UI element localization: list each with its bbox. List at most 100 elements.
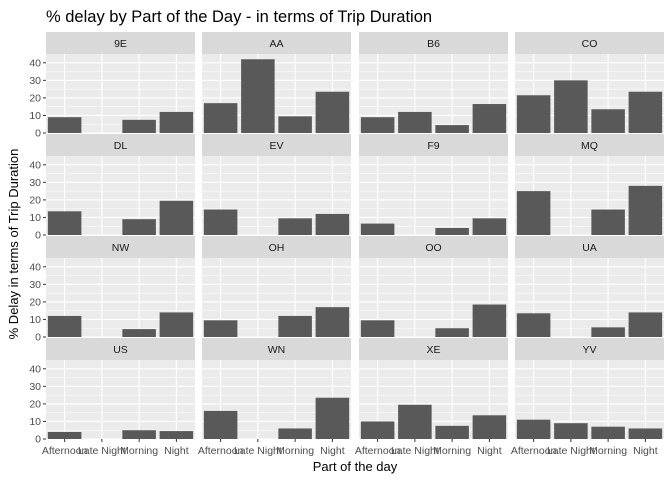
y-tick-label: 30 xyxy=(29,381,41,393)
bar-oo-afternoon xyxy=(360,320,395,337)
facet-panel-f9: F9 xyxy=(359,134,508,236)
bar-co-afternoon xyxy=(516,95,551,133)
bar-f9-afternoon xyxy=(360,223,395,235)
bar-mq-night xyxy=(628,185,663,235)
bar-oo-night xyxy=(472,304,507,337)
facet-panel-aa: AA xyxy=(202,32,351,134)
y-tick-label: 30 xyxy=(29,177,41,189)
bar-aa-late-night xyxy=(241,59,275,134)
facet-label: EV xyxy=(269,140,283,152)
facet-strip xyxy=(202,134,351,156)
bar-b6-late-night xyxy=(398,111,432,133)
y-tick-label: 0 xyxy=(35,128,41,140)
x-tick-label: Night xyxy=(477,445,502,457)
x-tick-label: Late Night xyxy=(391,445,439,457)
bar-us-afternoon xyxy=(47,431,82,439)
bar-wn-afternoon xyxy=(203,410,238,439)
facet-label: F9 xyxy=(427,140,439,152)
y-tick-label: 0 xyxy=(35,332,41,344)
bar-oh-morning xyxy=(278,315,312,337)
facet-strip xyxy=(359,338,508,360)
bar-ev-afternoon xyxy=(203,209,238,235)
bar-aa-night xyxy=(315,91,350,133)
facet-label: UA xyxy=(582,242,597,254)
facet-panel-ev: EV xyxy=(202,134,351,236)
facet-label: WN xyxy=(268,344,286,356)
facet-label: US xyxy=(113,344,128,356)
facet-label: B6 xyxy=(427,38,440,50)
facet-strip xyxy=(515,32,664,54)
facet-panel-co: CO xyxy=(515,32,664,134)
bar-yv-night xyxy=(628,428,663,439)
bar-co-morning xyxy=(591,109,625,133)
bar-oo-morning xyxy=(435,328,469,337)
x-tick-label: Night xyxy=(633,445,658,457)
facet-label: YV xyxy=(582,344,596,356)
y-tick-label: 30 xyxy=(29,279,41,291)
bar-ua-afternoon xyxy=(516,313,551,337)
facet-strip xyxy=(359,236,508,258)
y-axis-title: % Delay in terms of Trip Duration xyxy=(6,149,21,340)
facet-strip xyxy=(202,32,351,54)
y-tick-label: 20 xyxy=(29,398,41,410)
x-tick-label: Late Night xyxy=(234,445,282,457)
x-tick-label: Morning xyxy=(433,445,471,457)
facet-strip xyxy=(515,338,664,360)
facet-panel-b6: B6 xyxy=(359,32,508,134)
bar-ev-morning xyxy=(278,218,312,235)
bar-oh-night xyxy=(315,307,350,337)
facet-panel-ua: UA xyxy=(515,236,664,338)
x-axis-title: Part of the day xyxy=(313,459,398,474)
y-tick-label: 10 xyxy=(29,110,41,122)
bar-dl-night xyxy=(159,200,194,235)
y-tick-label: 10 xyxy=(29,314,41,326)
facet-label: CO xyxy=(582,38,598,50)
x-tick-label: Night xyxy=(164,445,189,457)
y-tick-label: 10 xyxy=(29,212,41,224)
bar-mq-morning xyxy=(591,209,625,235)
bar-yv-morning xyxy=(591,426,625,439)
facet-panel-oo: OO xyxy=(359,236,508,338)
x-tick-label: Afternoon xyxy=(42,445,88,457)
bar-f9-night xyxy=(472,218,507,235)
y-tick-label: 30 xyxy=(29,75,41,87)
facet-panel-dl: DL 0 10 20 30 40 xyxy=(29,134,195,242)
x-tick-label: Afternoon xyxy=(198,445,244,457)
facet-strip xyxy=(202,236,351,258)
bar-ua-morning xyxy=(591,327,625,337)
bar-xe-afternoon xyxy=(360,421,395,439)
bar-nw-night xyxy=(159,312,194,337)
bar-nw-afternoon xyxy=(47,315,82,337)
facet-panels: 9E 0 10 20 30 40 AA B6 CO DL 0 10 20 30 40 EV F9 MQ NW 0 10 2… xyxy=(29,32,664,457)
y-tick-label: 40 xyxy=(29,261,41,273)
chart-title: % delay by Part of the Day - in terms of… xyxy=(46,8,432,26)
bar-co-late-night xyxy=(554,80,588,133)
facet-strip xyxy=(46,32,195,54)
panel-background xyxy=(46,360,195,439)
facet-label: AA xyxy=(269,38,283,50)
bar-b6-night xyxy=(472,104,507,133)
x-tick-label: Morning xyxy=(589,445,627,457)
facet-label: OH xyxy=(269,242,285,254)
y-tick-label: 40 xyxy=(29,363,41,375)
bar-dl-afternoon xyxy=(47,211,82,235)
facet-label: OO xyxy=(425,242,441,254)
bar-co-night xyxy=(628,91,663,133)
facet-strip xyxy=(46,338,195,360)
facet-label: 9E xyxy=(114,38,127,50)
bar-wn-morning xyxy=(278,428,312,439)
bar-us-morning xyxy=(122,430,156,439)
bar-xe-morning xyxy=(435,425,469,439)
bar-f9-morning xyxy=(435,227,469,235)
facet-panel-mq: MQ xyxy=(515,134,664,236)
bar-ev-night xyxy=(315,213,350,235)
bar-us-night xyxy=(159,431,194,439)
x-tick-label: Night xyxy=(320,445,345,457)
bar-aa-afternoon xyxy=(203,103,238,133)
bar-xe-night xyxy=(472,415,507,439)
facet-strip xyxy=(359,134,508,156)
y-tick-label: 0 xyxy=(35,230,41,242)
